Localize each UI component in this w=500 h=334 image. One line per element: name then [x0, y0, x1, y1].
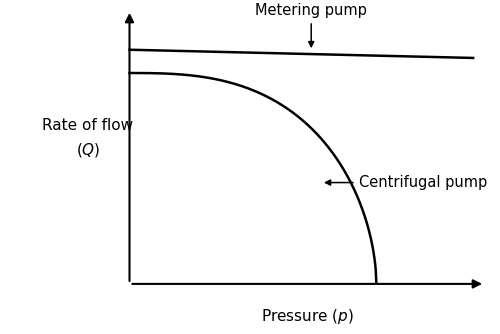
Text: Centrifugal pump: Centrifugal pump [326, 175, 487, 190]
Text: Pressure ($p$): Pressure ($p$) [260, 307, 354, 326]
Text: Rate of flow: Rate of flow [42, 118, 134, 133]
Text: Metering pump: Metering pump [256, 3, 367, 47]
Text: ($Q$): ($Q$) [76, 141, 100, 159]
